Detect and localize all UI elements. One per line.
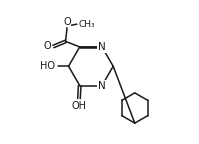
- Text: O: O: [63, 17, 71, 27]
- Text: OH: OH: [71, 101, 87, 111]
- Text: N: N: [98, 42, 106, 52]
- Text: HO: HO: [40, 61, 55, 71]
- Text: CH₃: CH₃: [79, 20, 96, 29]
- Text: N: N: [98, 81, 106, 91]
- Text: O: O: [44, 41, 52, 51]
